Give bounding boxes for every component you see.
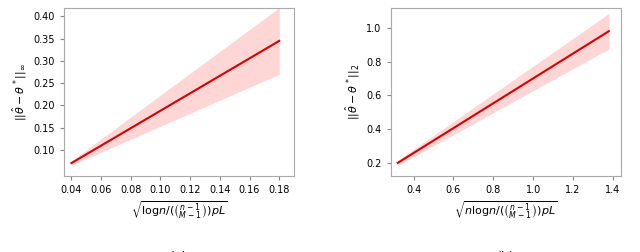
Y-axis label: $||\hat{\theta} - \theta^*||_\infty$: $||\hat{\theta} - \theta^*||_\infty$	[11, 63, 29, 121]
X-axis label: $\sqrt{\mathrm{log}n/(\binom{n-1}{M-1})pL}$: $\sqrt{\mathrm{log}n/(\binom{n-1}{M-1})p…	[131, 200, 227, 221]
X-axis label: $\sqrt{n\mathrm{log}n/(\binom{n-1}{M-1})pL}$: $\sqrt{n\mathrm{log}n/(\binom{n-1}{M-1})…	[454, 200, 557, 221]
Y-axis label: $||\hat{\theta} - \theta^*||_2$: $||\hat{\theta} - \theta^*||_2$	[344, 64, 362, 120]
Text: (b): (b)	[497, 251, 515, 252]
Text: (a): (a)	[170, 251, 188, 252]
